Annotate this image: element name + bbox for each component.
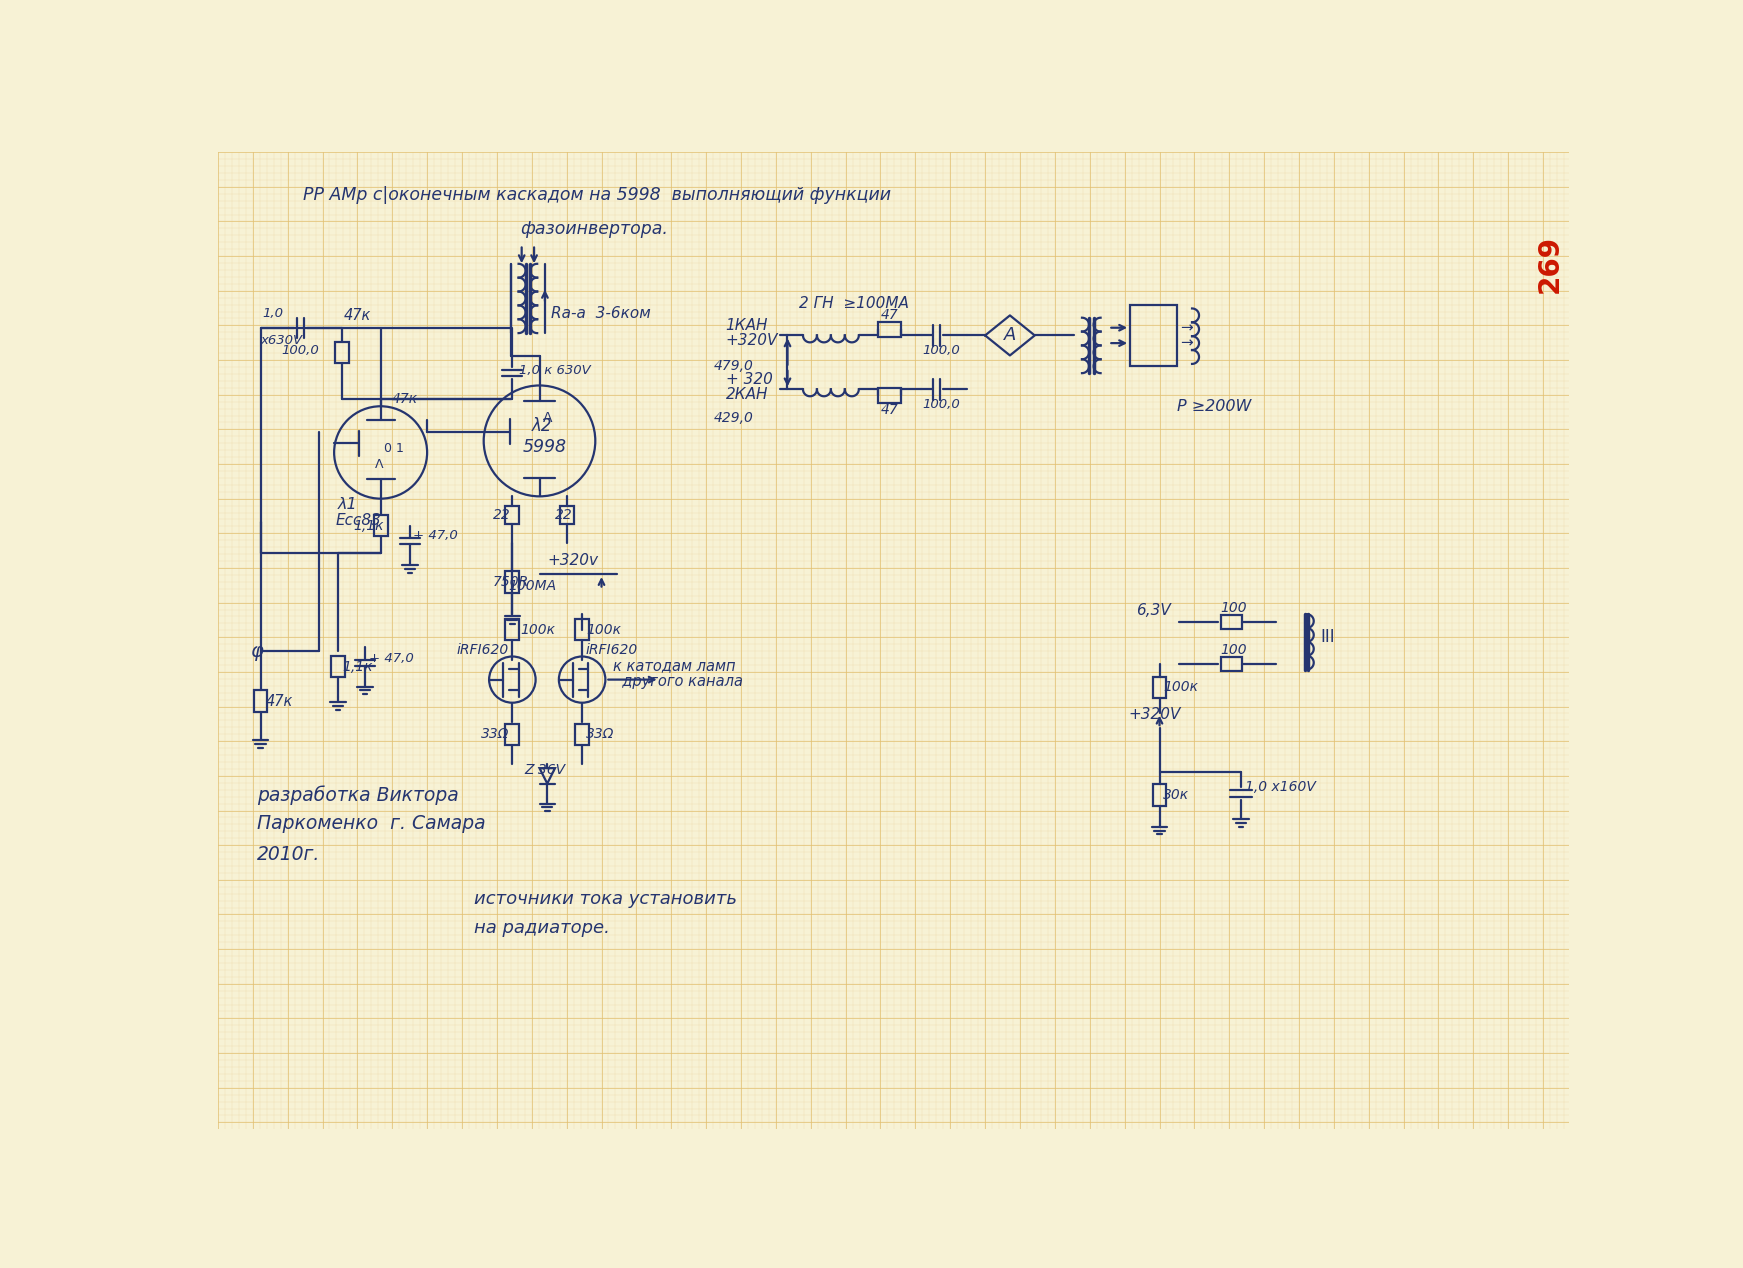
Text: 2010г.: 2010г.	[256, 844, 321, 864]
Bar	[878, 388, 901, 403]
Text: 2 ГН  ≥100МА: 2 ГН ≥100МА	[798, 297, 910, 312]
Text: 33Ω: 33Ω	[586, 728, 614, 742]
Text: 1,1к: 1,1к	[342, 659, 373, 673]
Bar	[335, 341, 349, 363]
Text: 47к: 47к	[392, 392, 418, 406]
Text: 429,0: 429,0	[715, 411, 753, 425]
Text: 100к: 100к	[519, 623, 554, 637]
Text: 1,1к: 1,1к	[354, 519, 383, 533]
Text: PP AMp с|оконечным каскадом на 5998  выполняющий функции: PP AMp с|оконечным каскадом на 5998 выпо…	[303, 185, 891, 203]
Text: 30к: 30к	[1163, 789, 1189, 803]
Text: →: →	[1180, 336, 1194, 351]
Text: + 320: + 320	[725, 372, 772, 387]
Text: 22: 22	[493, 507, 511, 522]
Bar	[331, 656, 345, 677]
Text: 100: 100	[1220, 643, 1248, 657]
Bar	[1220, 657, 1243, 671]
Text: +320V: +320V	[1128, 706, 1180, 721]
Text: 22: 22	[554, 507, 573, 522]
Text: 1,0: 1,0	[263, 307, 284, 321]
Text: 47к: 47к	[267, 694, 293, 709]
Text: фазоинвертора.: фазоинвертора.	[519, 221, 668, 238]
Text: λ1: λ1	[338, 497, 357, 512]
Text: 2КАН: 2КАН	[725, 387, 769, 402]
Text: Ra-a  3-6ком: Ra-a 3-6ком	[551, 307, 650, 321]
Bar	[1220, 615, 1243, 629]
Bar	[878, 322, 901, 337]
Text: 1КАН: 1КАН	[725, 318, 769, 333]
Bar	[1129, 304, 1177, 366]
Text: 5998: 5998	[523, 437, 566, 456]
Text: 1,0 х160V: 1,0 х160V	[1245, 780, 1316, 795]
Text: 47к: 47к	[343, 308, 371, 323]
Bar	[505, 571, 519, 592]
Text: разработка Виктора: разработка Виктора	[256, 785, 458, 805]
Text: φ: φ	[251, 642, 263, 661]
Bar	[253, 690, 267, 711]
Text: 100,0: 100,0	[281, 345, 319, 358]
Text: к катодам ламп: к катодам ламп	[614, 658, 736, 673]
Text: 479,0: 479,0	[715, 359, 753, 373]
Bar	[505, 724, 519, 746]
Text: Паркоменко  г. Самара: Паркоменко г. Самара	[256, 814, 485, 833]
Text: 100: 100	[1220, 601, 1248, 615]
Text: источники тока установить: источники тока установить	[474, 890, 737, 908]
Text: 100к: 100к	[586, 623, 621, 637]
Text: 100,0: 100,0	[922, 345, 960, 358]
Text: Ecc83: Ecc83	[336, 512, 382, 527]
Text: λ2: λ2	[532, 416, 553, 435]
Text: →: →	[1180, 321, 1194, 335]
Text: + 47,0: + 47,0	[370, 652, 413, 666]
Text: iRFI620: iRFI620	[457, 643, 509, 657]
Text: 100к: 100к	[1163, 681, 1199, 695]
Bar	[1152, 785, 1166, 806]
Text: 0 1: 0 1	[385, 443, 404, 455]
Bar	[505, 619, 519, 640]
Text: на радиаторе.: на радиаторе.	[474, 919, 610, 937]
Text: х630V: х630V	[260, 335, 303, 347]
Text: +320V: +320V	[725, 333, 777, 349]
Text: +320v: +320v	[547, 553, 598, 568]
Text: A: A	[544, 411, 553, 425]
Bar	[560, 506, 573, 524]
Text: A: A	[1004, 326, 1016, 345]
Text: 1,0 к 630V: 1,0 к 630V	[519, 364, 591, 377]
Text: iRFI620: iRFI620	[586, 643, 638, 657]
Text: 269: 269	[1536, 235, 1563, 293]
Bar	[1152, 677, 1166, 699]
Text: 750R: 750R	[493, 574, 530, 588]
Text: P ≥200W: P ≥200W	[1177, 398, 1251, 413]
Bar	[373, 515, 387, 536]
Text: Λ: Λ	[375, 458, 383, 470]
Text: 6,3V: 6,3V	[1136, 602, 1171, 618]
Bar	[505, 506, 519, 524]
Text: Z 36V: Z 36V	[525, 763, 565, 777]
Text: + 47,0: + 47,0	[413, 529, 458, 543]
Bar	[575, 619, 589, 640]
Text: 100,0: 100,0	[922, 398, 960, 411]
Text: III: III	[1321, 628, 1335, 647]
Text: 47: 47	[880, 403, 898, 417]
Bar	[575, 724, 589, 746]
Text: 33Ω: 33Ω	[481, 728, 509, 742]
Text: другого канала: другого канала	[614, 673, 743, 689]
Text: 47: 47	[880, 308, 898, 322]
Text: 100МА: 100МА	[509, 578, 556, 592]
